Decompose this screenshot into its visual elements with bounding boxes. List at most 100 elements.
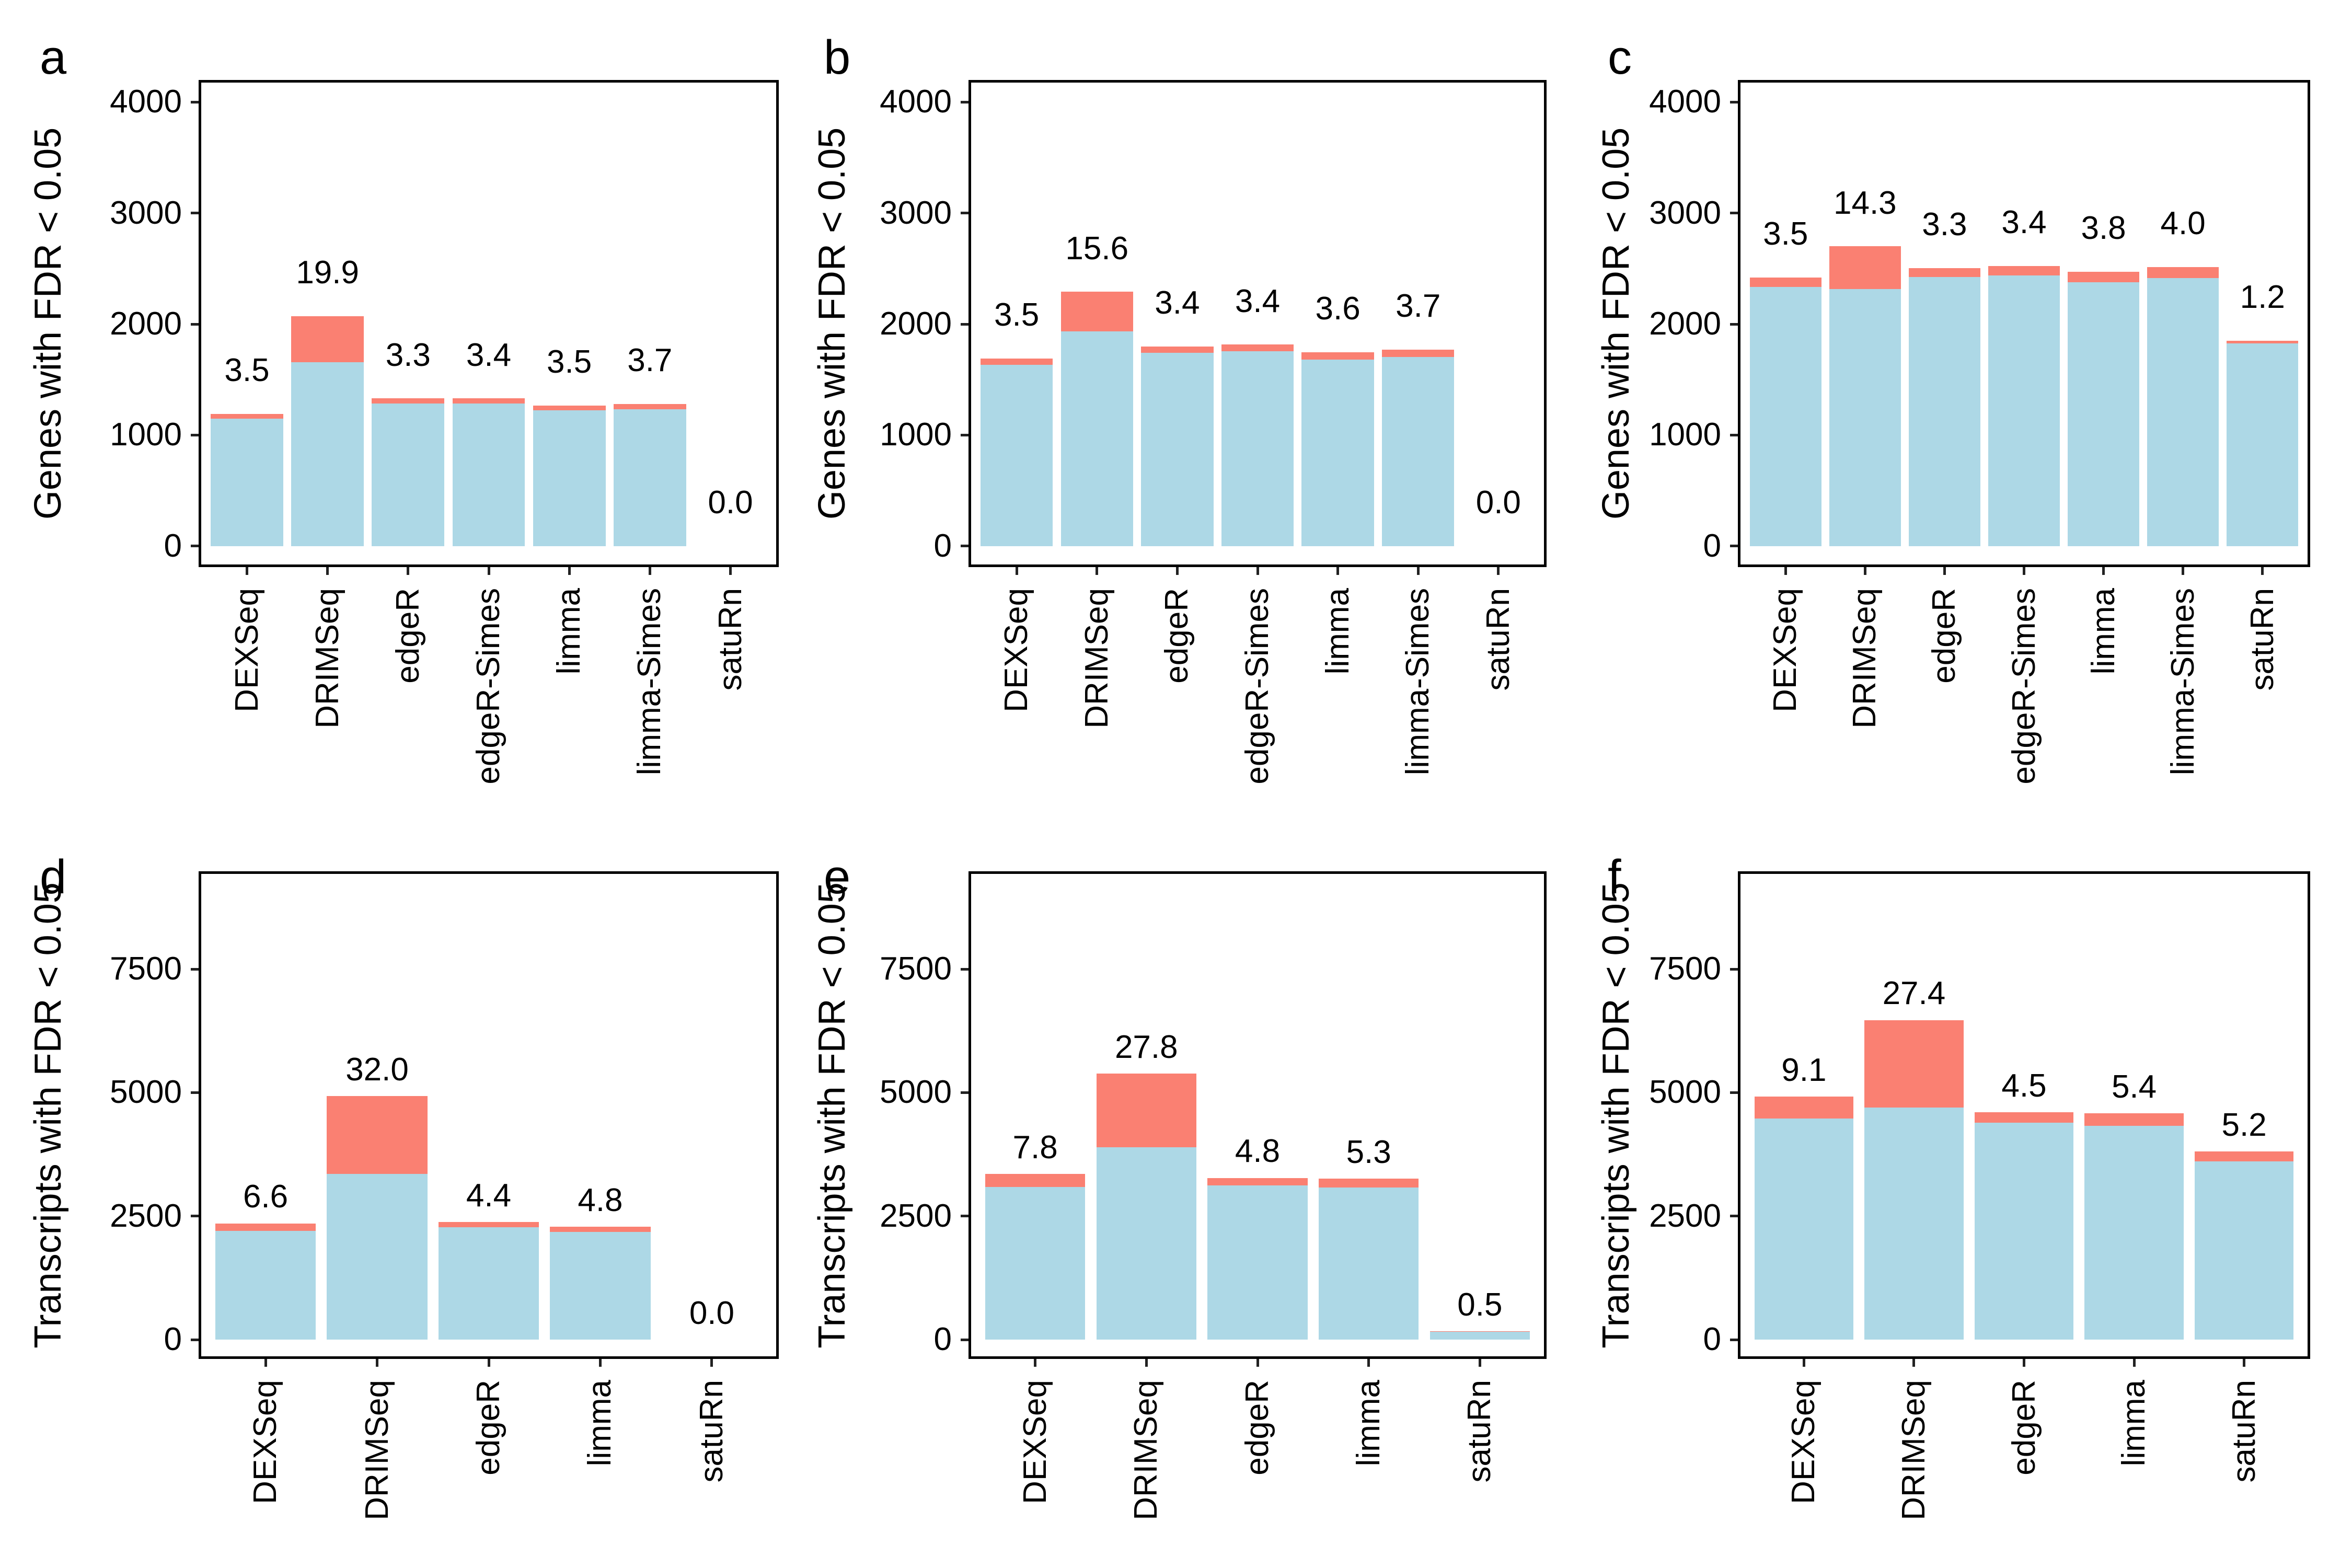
y-tick-label: 3000 [1649, 194, 1721, 231]
x-tick-mark [1367, 1359, 1370, 1367]
bar-segment-primary [438, 1227, 539, 1340]
x-tick-mark [1015, 567, 1018, 575]
bar-segment-primary [1221, 351, 1294, 546]
bar-value-label: 4.0 [2160, 205, 2206, 241]
x-category-label: DEXSeq [998, 588, 1035, 712]
x-tick-mark [407, 567, 410, 575]
x-tick-mark [487, 567, 490, 575]
y-tick-label: 5000 [110, 1074, 182, 1111]
bar-segment-primary [613, 409, 686, 546]
bar-segment-primary [2147, 278, 2219, 546]
panel-letter-b: b [824, 31, 851, 84]
plot-border [969, 871, 1547, 1359]
plot-border [199, 871, 779, 1359]
panel-letter-c: c [1608, 31, 1632, 84]
panel-b: b Genes with FDR < 0.05 0 1000 2000 3000 400… [784, 0, 1568, 815]
bar-value-label: 6.6 [243, 1179, 289, 1215]
plot-border [1738, 80, 2310, 567]
bar-segment-primary [215, 1231, 316, 1340]
bar-segment-primary [1749, 286, 1821, 546]
x-tick-mark [568, 567, 571, 575]
x-category-label: limma [551, 588, 587, 675]
x-tick-mark [487, 1359, 490, 1367]
y-tick-mark [961, 433, 969, 436]
bar-value-label: 0.0 [689, 1295, 735, 1332]
y-tick-mark [961, 1338, 969, 1341]
bar-segment-primary [327, 1174, 428, 1340]
x-tick-mark [246, 567, 248, 575]
x-tick-mark [1145, 1359, 1148, 1367]
bar-segment-top [1141, 346, 1214, 353]
x-tick-mark [376, 1359, 379, 1367]
bar-segment-top [985, 1174, 1086, 1187]
bar-segment-primary [1382, 356, 1455, 546]
x-tick-mark [1784, 567, 1787, 575]
x-category-label: satuRn [2226, 1380, 2262, 1483]
bar-value-label: 3.4 [1235, 283, 1281, 319]
x-tick-mark [729, 567, 732, 575]
bar-segment-primary [1318, 1187, 1419, 1340]
y-tick-label: 7500 [110, 951, 182, 987]
x-tick-mark [1175, 567, 1179, 575]
y-tick-label: 2000 [880, 306, 952, 342]
bar-segment-primary [1096, 1147, 1197, 1340]
x-category-label: satuRn [712, 588, 748, 691]
y-tick-label: 4000 [880, 84, 952, 120]
y-tick-mark [961, 545, 969, 548]
x-category-label: satuRn [1480, 588, 1516, 691]
x-category-label: edgeR [1239, 1380, 1275, 1475]
y-tick-label: 2500 [110, 1197, 182, 1234]
x-category-label: DEXSeq [1017, 1380, 1053, 1504]
bar-segment-primary [372, 403, 445, 546]
x-category-label: limma-Simes [1400, 588, 1436, 776]
y-tick-label: 5000 [880, 1074, 952, 1111]
y-tick-label: 7500 [880, 951, 952, 987]
bar-segment-top [327, 1096, 428, 1174]
bar-value-label: 7.8 [1012, 1129, 1058, 1166]
y-tick-mark [1730, 1215, 1738, 1218]
bar-segment-top [2194, 1151, 2294, 1161]
y-tick-mark [961, 967, 969, 971]
bar-segment-primary [1829, 289, 1901, 546]
bar-segment-primary [2227, 343, 2299, 546]
plot-area: 0 2500 5000 7500 7.8 DEXSeq 27.8 DRIMSeq 4.8 edge… [784, 815, 1568, 1568]
bar-value-label: 1.2 [2240, 279, 2285, 316]
plot-border [199, 80, 779, 567]
bar-segment-primary [1908, 277, 1980, 546]
panel-letter-d: d [40, 850, 67, 904]
y-tick-label: 1000 [1649, 417, 1721, 453]
bar-segment-top [533, 406, 606, 411]
bar-segment-primary [1301, 359, 1374, 546]
y-tick-mark [1730, 1338, 1738, 1341]
x-category-label: limma [582, 1380, 618, 1467]
bar-value-label: 3.3 [385, 337, 431, 373]
bar-value-label: 19.9 [296, 255, 359, 291]
bar-value-label: 3.5 [994, 297, 1040, 333]
bar-segment-top [2147, 267, 2219, 279]
bar-segment-primary [1207, 1185, 1308, 1340]
bar-value-label: 3.3 [1922, 206, 1967, 243]
x-tick-mark [648, 567, 651, 575]
x-tick-mark [1802, 1359, 1805, 1367]
bar-value-label: 3.6 [1315, 291, 1361, 327]
bar-segment-top [1096, 1073, 1197, 1148]
x-category-label: DRIMSeq [359, 1380, 395, 1520]
x-tick-mark [710, 1359, 713, 1367]
bar-segment-primary [452, 403, 525, 546]
bar-segment-primary [1060, 331, 1133, 546]
bar-segment-top [1749, 277, 1821, 287]
bar-segment-top [1221, 344, 1294, 352]
x-category-label: DEXSeq [1767, 588, 1804, 712]
y-tick-mark [1730, 967, 1738, 971]
x-tick-mark [1912, 1359, 1916, 1367]
x-tick-mark [1943, 567, 1946, 575]
bar-value-label: 5.4 [2111, 1069, 2157, 1105]
bar-segment-top [452, 398, 525, 403]
x-category-label: limma-Simes [631, 588, 668, 776]
bar-value-label: 3.4 [466, 337, 512, 373]
plot-area: 0 2500 5000 7500 6.6 DEXSeq 32.0 DRIMSeq 4.4 edge… [0, 815, 784, 1568]
panel-letter-a: a [40, 31, 67, 84]
bar-segment-top [2068, 272, 2140, 283]
bar-value-label: 15.6 [1065, 230, 1129, 267]
